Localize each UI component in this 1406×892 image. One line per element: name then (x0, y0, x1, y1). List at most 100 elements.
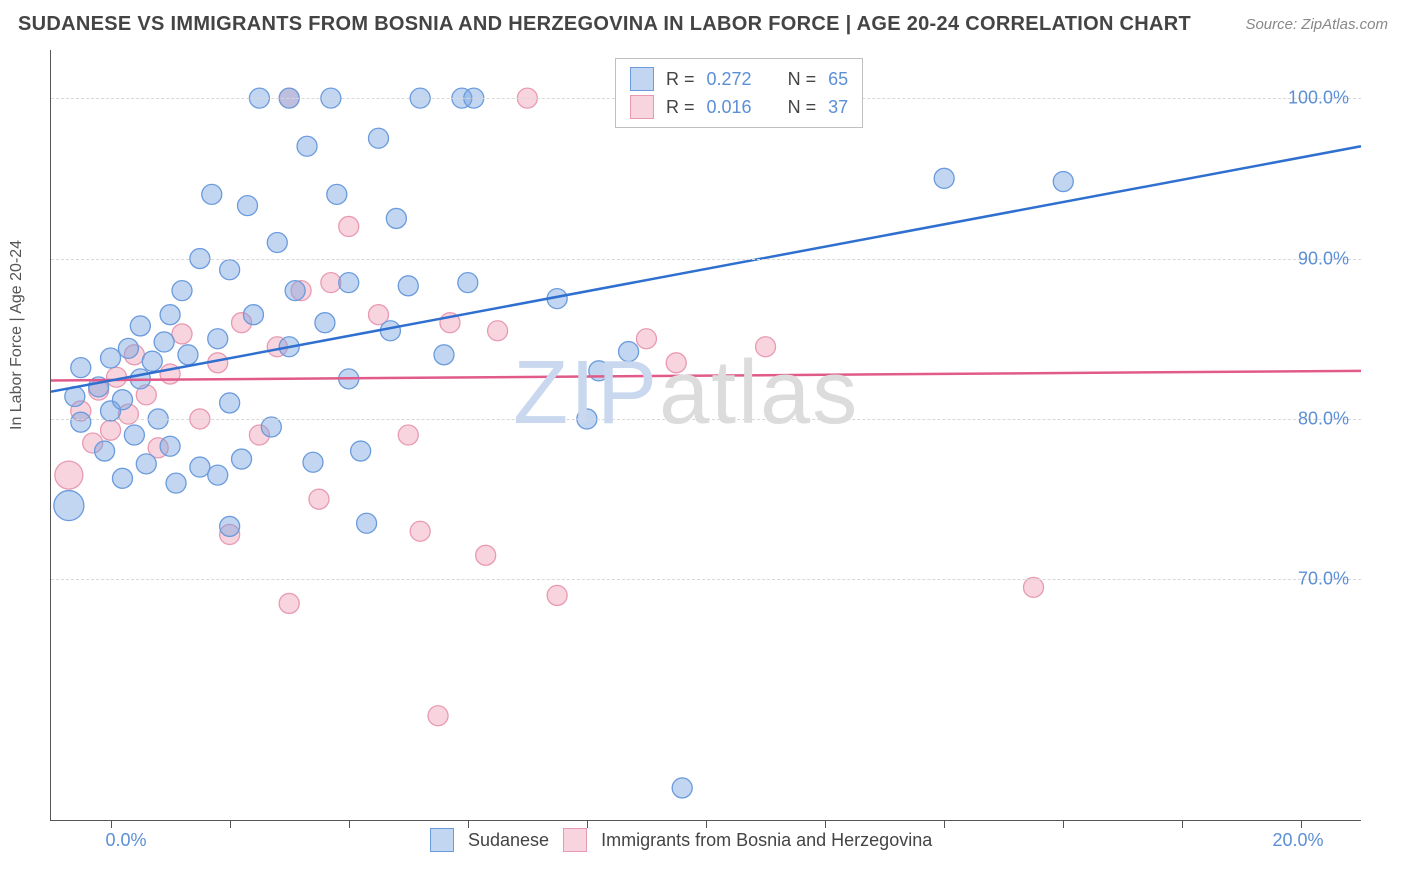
scatter-point-series1 (380, 321, 400, 341)
scatter-point-series2 (488, 321, 508, 341)
scatter-point-series1 (54, 491, 84, 521)
scatter-point-series1 (154, 332, 174, 352)
scatter-point-series1 (934, 168, 954, 188)
scatter-point-series1 (327, 184, 347, 204)
x-tick (944, 820, 945, 828)
scatter-point-series2 (666, 353, 686, 373)
scatter-point-series1 (172, 281, 192, 301)
legend-swatch (630, 67, 654, 91)
scatter-point-series1 (220, 260, 240, 280)
legend-stats-row: R = 0.272 N = 65 (630, 65, 848, 93)
scatter-point-series1 (220, 393, 240, 413)
legend-r-label: R = (666, 97, 695, 118)
scatter-point-series1 (619, 342, 639, 362)
scatter-point-series1 (386, 208, 406, 228)
x-tick (706, 820, 707, 828)
scatter-point-series1 (434, 345, 454, 365)
legend-r-value: 0.016 (707, 97, 752, 118)
x-tick (1301, 820, 1302, 828)
scatter-point-series1 (238, 196, 258, 216)
scatter-point-series2 (279, 593, 299, 613)
x-tick (349, 820, 350, 828)
scatter-point-series2 (636, 329, 656, 349)
legend-n-value: 65 (828, 69, 848, 90)
trend-line-series1 (51, 146, 1361, 391)
scatter-point-series1 (369, 128, 389, 148)
scatter-point-series2 (321, 273, 341, 293)
scatter-point-series2 (547, 585, 567, 605)
scatter-point-series1 (267, 233, 287, 253)
gridline (51, 419, 1361, 420)
scatter-point-series1 (208, 465, 228, 485)
x-tick-label: 0.0% (106, 830, 147, 851)
scatter-point-series1 (202, 184, 222, 204)
scatter-point-series1 (297, 136, 317, 156)
legend-series-label: Sudanese (468, 830, 549, 851)
chart-header: SUDANESE VS IMMIGRANTS FROM BOSNIA AND H… (0, 0, 1406, 48)
x-tick (468, 820, 469, 828)
y-tick-label: 80.0% (1298, 408, 1349, 429)
scatter-point-series2 (476, 545, 496, 565)
scatter-point-series1 (232, 449, 252, 469)
scatter-point-series2 (339, 216, 359, 236)
scatter-point-series1 (672, 778, 692, 798)
scatter-point-series1 (315, 313, 335, 333)
scatter-point-series1 (357, 513, 377, 533)
y-tick-label: 90.0% (1298, 248, 1349, 269)
scatter-point-series1 (71, 358, 91, 378)
x-tick (230, 820, 231, 828)
scatter-point-series1 (1053, 172, 1073, 192)
scatter-point-series1 (178, 345, 198, 365)
chart-title: SUDANESE VS IMMIGRANTS FROM BOSNIA AND H… (18, 13, 1191, 36)
scatter-point-series2 (101, 420, 121, 440)
scatter-point-series1 (261, 417, 281, 437)
scatter-point-series1 (112, 390, 132, 410)
scatter-point-series1 (190, 457, 210, 477)
scatter-point-series1 (166, 473, 186, 493)
scatter-point-series1 (285, 281, 305, 301)
scatter-point-series1 (71, 412, 91, 432)
legend-stats: R = 0.272 N = 65 R = 0.016 N = 37 (615, 58, 863, 128)
scatter-point-series2 (55, 461, 83, 489)
scatter-point-series2 (1024, 577, 1044, 597)
gridline (51, 579, 1361, 580)
scatter-point-series1 (101, 348, 121, 368)
legend-n-value: 37 (828, 97, 848, 118)
scatter-point-series1 (136, 454, 156, 474)
x-tick (825, 820, 826, 828)
scatter-point-series1 (208, 329, 228, 349)
x-tick (1063, 820, 1064, 828)
y-tick-label: 100.0% (1288, 88, 1349, 109)
scatter-point-series2 (398, 425, 418, 445)
legend-swatch (430, 828, 454, 852)
scatter-point-series1 (118, 338, 138, 358)
legend-n-label: N = (788, 69, 817, 90)
scatter-point-series1 (220, 516, 240, 536)
chart-svg (51, 50, 1361, 820)
legend-stats-row: R = 0.016 N = 37 (630, 93, 848, 121)
scatter-point-series1 (160, 305, 180, 325)
y-tick-label: 70.0% (1298, 569, 1349, 590)
scatter-point-series2 (428, 706, 448, 726)
chart-source: Source: ZipAtlas.com (1245, 16, 1388, 33)
scatter-point-series1 (303, 452, 323, 472)
scatter-point-series2 (410, 521, 430, 541)
scatter-point-series1 (112, 468, 132, 488)
scatter-point-series2 (172, 324, 192, 344)
y-axis-label: In Labor Force | Age 20-24 (8, 240, 26, 430)
x-tick-label: 20.0% (1272, 830, 1323, 851)
scatter-point-series1 (351, 441, 371, 461)
scatter-point-series1 (339, 273, 359, 293)
legend-n-label: N = (788, 97, 817, 118)
legend-r-label: R = (666, 69, 695, 90)
legend-swatch (630, 95, 654, 119)
scatter-point-series1 (142, 351, 162, 371)
scatter-point-series1 (124, 425, 144, 445)
x-tick (111, 820, 112, 828)
legend-series: Sudanese Immigrants from Bosnia and Herze… (430, 828, 932, 852)
legend-r-value: 0.272 (707, 69, 752, 90)
scatter-point-series1 (589, 361, 609, 381)
chart-plot-area: 70.0% 80.0% 90.0% 100.0% (50, 50, 1361, 821)
scatter-point-series1 (398, 276, 418, 296)
legend-series-label: Immigrants from Bosnia and Herzegovina (601, 830, 932, 851)
